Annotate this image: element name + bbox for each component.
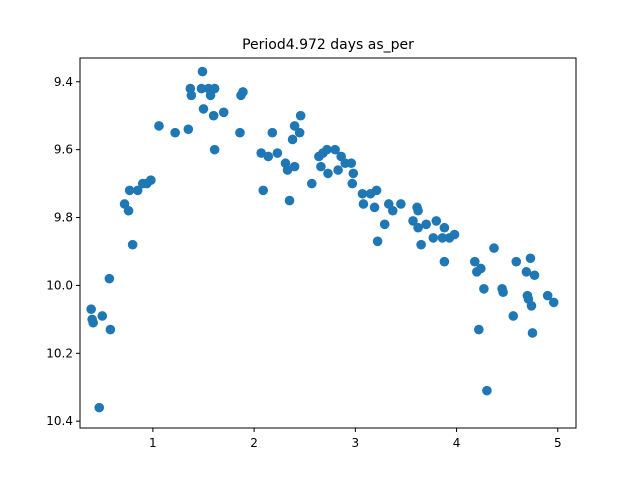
data-point <box>542 290 553 301</box>
data-point <box>316 161 326 172</box>
data-point <box>525 253 536 264</box>
data-point <box>348 168 359 179</box>
data-point <box>416 239 426 250</box>
data-point <box>396 199 406 209</box>
data-point <box>94 402 105 413</box>
data-point <box>295 110 306 121</box>
data-point <box>498 287 508 298</box>
data-point <box>209 144 220 155</box>
data-point <box>333 165 343 175</box>
data-point <box>186 90 197 101</box>
y-tick-label: 10.2 <box>46 346 73 360</box>
data-point <box>357 188 368 199</box>
y-axis: 9.4 9.6 9.8 10.0 10.2 10.4 <box>46 75 80 428</box>
data-point <box>421 219 431 230</box>
data-point <box>431 216 442 226</box>
data-point <box>88 317 98 328</box>
data-point <box>449 229 460 240</box>
data-point <box>529 270 540 281</box>
data-point <box>479 284 489 294</box>
data-point <box>170 127 180 138</box>
x-tick-label: 1 <box>149 436 157 450</box>
data-point <box>124 185 135 196</box>
y-tick-label: 9.6 <box>54 143 73 157</box>
x-axis: 1 2 3 4 5 <box>149 428 562 450</box>
data-point <box>439 222 450 233</box>
data-point <box>387 205 398 216</box>
data-point <box>235 127 245 138</box>
data-point <box>127 239 138 250</box>
data-point <box>294 127 305 138</box>
data-point <box>105 324 116 335</box>
data-point <box>548 297 559 308</box>
x-tick-label: 5 <box>554 436 562 450</box>
data-point <box>238 87 248 97</box>
data-point <box>97 311 108 321</box>
data-point <box>469 256 480 267</box>
plot-frame <box>79 57 577 429</box>
data-point <box>482 385 492 396</box>
data-point <box>413 222 423 233</box>
data-point <box>218 107 229 118</box>
data-point <box>323 168 333 179</box>
data-point <box>307 178 317 189</box>
data-point <box>272 148 283 158</box>
data-point <box>474 324 484 335</box>
data-point <box>198 104 209 114</box>
data-point <box>369 202 380 213</box>
data-point <box>196 83 207 94</box>
y-tick-label: 9.4 <box>54 75 73 89</box>
data-point <box>408 216 418 226</box>
data-point <box>183 124 194 135</box>
data-point <box>284 195 295 206</box>
data-point <box>511 256 522 267</box>
data-point <box>287 134 298 145</box>
data-point <box>132 185 143 196</box>
data-point <box>437 233 448 243</box>
data-point <box>154 121 164 131</box>
data-point <box>330 144 340 155</box>
data-point <box>104 273 115 284</box>
data-point <box>208 110 219 121</box>
data-point <box>258 185 269 196</box>
data-point <box>371 185 382 196</box>
data-point <box>358 199 369 209</box>
data-point <box>146 175 156 186</box>
data-point <box>527 328 538 338</box>
data-point <box>86 304 96 314</box>
data-point <box>267 127 278 138</box>
data-point <box>322 144 332 155</box>
data-point <box>209 83 220 94</box>
data-point <box>379 219 390 230</box>
data-point <box>289 121 300 131</box>
data-point <box>123 205 134 216</box>
data-point <box>476 263 486 274</box>
y-tick-label: 10.0 <box>46 278 73 292</box>
data-points <box>86 66 559 413</box>
data-point <box>372 236 383 247</box>
y-tick-label: 9.8 <box>54 211 73 225</box>
y-tick-label: 10.4 <box>46 414 73 428</box>
data-point <box>508 311 519 321</box>
data-point <box>439 256 450 267</box>
data-point <box>526 300 537 311</box>
data-point <box>197 66 208 77</box>
data-point <box>289 161 300 172</box>
data-point <box>346 158 357 169</box>
data-point <box>413 205 423 216</box>
chart-title: Period4.972 days as_per <box>242 37 414 53</box>
data-point <box>428 233 439 243</box>
data-point <box>263 151 274 162</box>
x-tick-label: 2 <box>250 436 258 450</box>
data-point <box>489 243 499 253</box>
data-point <box>521 267 532 277</box>
x-tick-label: 3 <box>352 436 360 450</box>
data-point <box>347 178 358 189</box>
x-tick-label: 4 <box>453 436 461 450</box>
